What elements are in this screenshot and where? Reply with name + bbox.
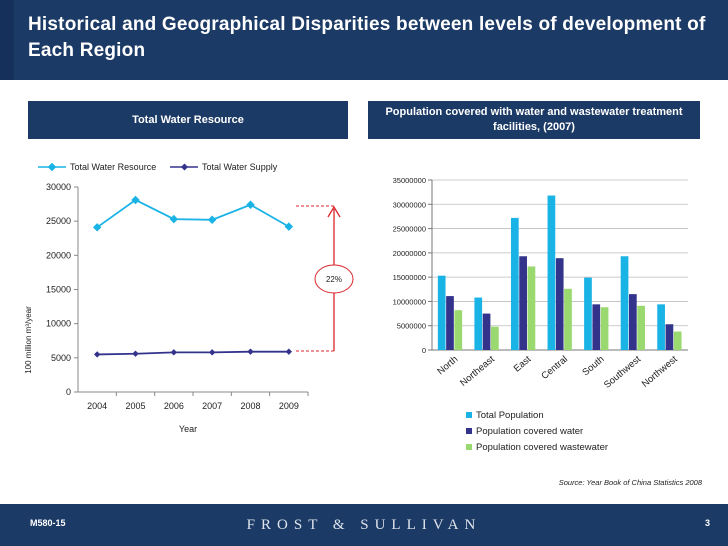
- x-axis-label: Year: [179, 424, 197, 434]
- category-label: South: [580, 354, 606, 378]
- legend-marker-water-resource: [47, 162, 57, 172]
- y-tick-label: 30000: [46, 182, 71, 192]
- right-section-title: Population covered with water and wastew…: [368, 101, 700, 139]
- legend-label-water-supply: Total Water Supply: [202, 162, 278, 172]
- page-number: 3: [704, 518, 710, 528]
- line-chart: Total Water Resource Total Water Supply …: [24, 162, 309, 434]
- data-point: [246, 200, 255, 210]
- x-tick-label: 2006: [164, 401, 184, 411]
- y-tick-label: 15000000: [393, 273, 426, 282]
- data-point: [207, 215, 217, 225]
- category-label: Northwest: [640, 354, 680, 390]
- y-tick-label: 20000000: [393, 249, 426, 258]
- bar-central-1: [555, 258, 564, 350]
- bar-central-0: [547, 195, 556, 350]
- bar-northeast-2: [491, 326, 499, 350]
- bar-south-0: [584, 277, 592, 350]
- y-axis-label: 100 million m³/year: [24, 306, 33, 374]
- y-tick-label: 35000000: [393, 176, 426, 185]
- y-tick-label: 25000000: [393, 225, 426, 234]
- legend-label: Population covered water: [476, 426, 583, 437]
- y-tick-label: 15000: [46, 285, 71, 295]
- bar-northwest-2: [673, 331, 682, 350]
- data-point: [208, 349, 216, 356]
- left-section-title: Total Water Resource: [28, 101, 348, 139]
- bar-north-0: [437, 275, 446, 350]
- annotation-arrow-head: [327, 205, 341, 218]
- y-tick-label: 20000: [46, 250, 71, 260]
- legend-swatch: [466, 444, 472, 450]
- bar-north-1: [446, 296, 454, 350]
- x-tick-label: 2009: [279, 401, 299, 411]
- y-tick-label: 0: [66, 387, 71, 397]
- category-label: North: [435, 354, 460, 377]
- slide-code: M580-15: [30, 518, 66, 528]
- data-point: [169, 214, 179, 224]
- x-tick-label: 2008: [240, 401, 260, 411]
- legend-marker-water-supply: [180, 163, 189, 171]
- source-note: Source: Year Book of China Statistics 20…: [558, 478, 702, 487]
- header-accent: [0, 0, 14, 80]
- bar-southwest-0: [620, 256, 629, 350]
- company-logo: FROST & SULLIVAN: [214, 504, 514, 546]
- category-label: Northeast: [458, 354, 497, 389]
- bar-chart: 0 5000000 10000000 15000000 20000000 25000000…: [393, 176, 688, 453]
- bar-south-1: [592, 304, 601, 350]
- x-tick-label: 2007: [202, 401, 222, 411]
- page-title: Historical and Geographical Disparities …: [28, 14, 706, 61]
- legend-label-water-resource: Total Water Resource: [70, 162, 156, 172]
- y-tick-label: 30000000: [393, 200, 426, 209]
- category-label: Southwest: [602, 354, 643, 391]
- legend-label: Total Population: [476, 410, 544, 421]
- bar-east-1: [519, 256, 527, 350]
- bar-east-0: [510, 217, 519, 350]
- annotation-label: 22%: [326, 275, 342, 284]
- data-point: [132, 350, 139, 357]
- x-tick-label: 2004: [87, 401, 107, 411]
- y-tick-label: 5000000: [397, 322, 426, 331]
- category-label: East: [512, 354, 534, 375]
- y-tick-label: 10000: [46, 319, 71, 329]
- bar-southwest-2: [637, 305, 645, 350]
- bar-east-2: [527, 266, 536, 350]
- bar-northwest-0: [657, 304, 665, 350]
- x-tick-label: 2005: [125, 401, 145, 411]
- legend-swatch: [466, 428, 472, 434]
- bar-southwest-1: [628, 294, 637, 350]
- y-tick-label: 10000000: [393, 297, 426, 306]
- line-legend: Total Water Resource Total Water Supply: [38, 162, 278, 172]
- bar-northwest-1: [665, 324, 674, 350]
- legend-swatch: [466, 412, 472, 418]
- category-label: Central: [539, 354, 570, 382]
- bar-north-2: [454, 310, 463, 350]
- legend-label: Population covered wastewater: [476, 442, 608, 453]
- bar-south-2: [600, 307, 609, 350]
- data-point: [247, 348, 254, 355]
- bar-northeast-0: [474, 297, 483, 350]
- growth-annotation: 22%: [296, 205, 354, 352]
- bar-central-2: [564, 288, 572, 350]
- y-tick-label: 0: [422, 346, 426, 355]
- data-point: [170, 349, 178, 356]
- series-line-water-resource: [96, 198, 290, 229]
- y-tick-label: 5000: [51, 353, 71, 363]
- bar-northeast-1: [482, 313, 491, 350]
- y-tick-label: 25000: [46, 216, 71, 226]
- series-line-water-supply: [97, 350, 289, 356]
- data-point: [92, 223, 102, 232]
- data-point: [93, 351, 101, 358]
- header-bar: Historical and Geographical Disparities …: [0, 0, 728, 80]
- data-point: [284, 222, 294, 231]
- annotation-circle: [314, 264, 354, 294]
